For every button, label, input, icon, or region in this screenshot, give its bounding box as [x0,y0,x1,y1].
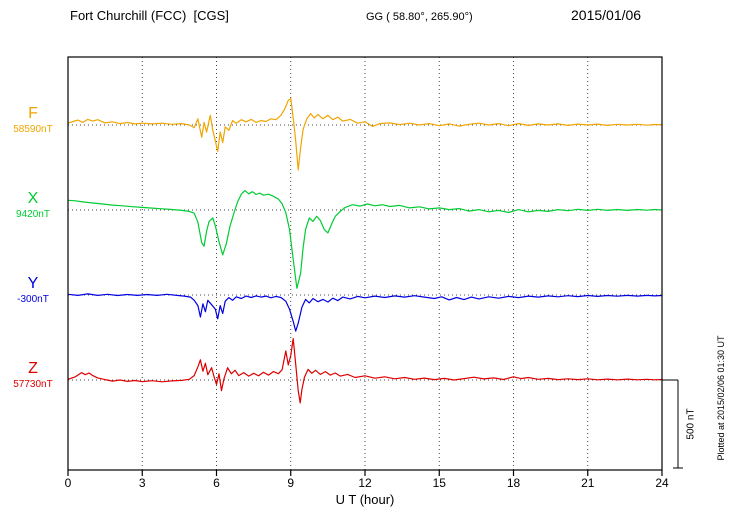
channel-letter-f: F [28,105,38,122]
channel-letter-z: Z [28,360,38,377]
trace-Y [67,293,663,332]
x-tick-label: 15 [432,476,446,490]
x-tick-label: 18 [506,476,521,490]
channel-label-y: Y -300nT [2,275,64,306]
x-tick-label: 3 [138,476,146,490]
x-axis-label: U T (hour) [335,492,395,507]
trace-Z [67,338,663,404]
channel-baseline-z: 57730nT [13,379,53,390]
geographic-coords: GG ( 58.80°, 265.90°) [366,11,473,23]
scale-bar-label: 500 nT [685,408,697,440]
channel-label-f: F 58590nT [2,105,64,136]
channel-label-x: X 9420nT [2,190,64,221]
channel-baseline-f: 58590nT [13,124,53,135]
trace-F [67,97,663,171]
channel-label-z: Z 57730nT [2,360,64,391]
plot-date: 2015/01/06 [571,7,642,23]
channel-letter-y: Y [27,275,39,292]
x-tick-label: 6 [213,476,220,490]
x-tick-label: 21 [581,476,595,490]
plot-frame [67,56,663,471]
x-tick-label: 12 [358,476,372,490]
channel-baseline-y: -300nT [17,294,49,305]
x-tick-label: 9 [287,476,295,490]
x-tick-label: 0 [64,476,72,490]
station-title: Fort Churchill (FCC) [CGS] [70,8,229,23]
x-tick-label: 24 [655,476,669,490]
trace-X [67,190,663,289]
channel-letter-x: X [27,190,39,207]
plotted-at-note: Plotted at 2015/02/06 01:30 UT [716,335,726,461]
channel-baseline-x: 9420nT [16,209,50,220]
